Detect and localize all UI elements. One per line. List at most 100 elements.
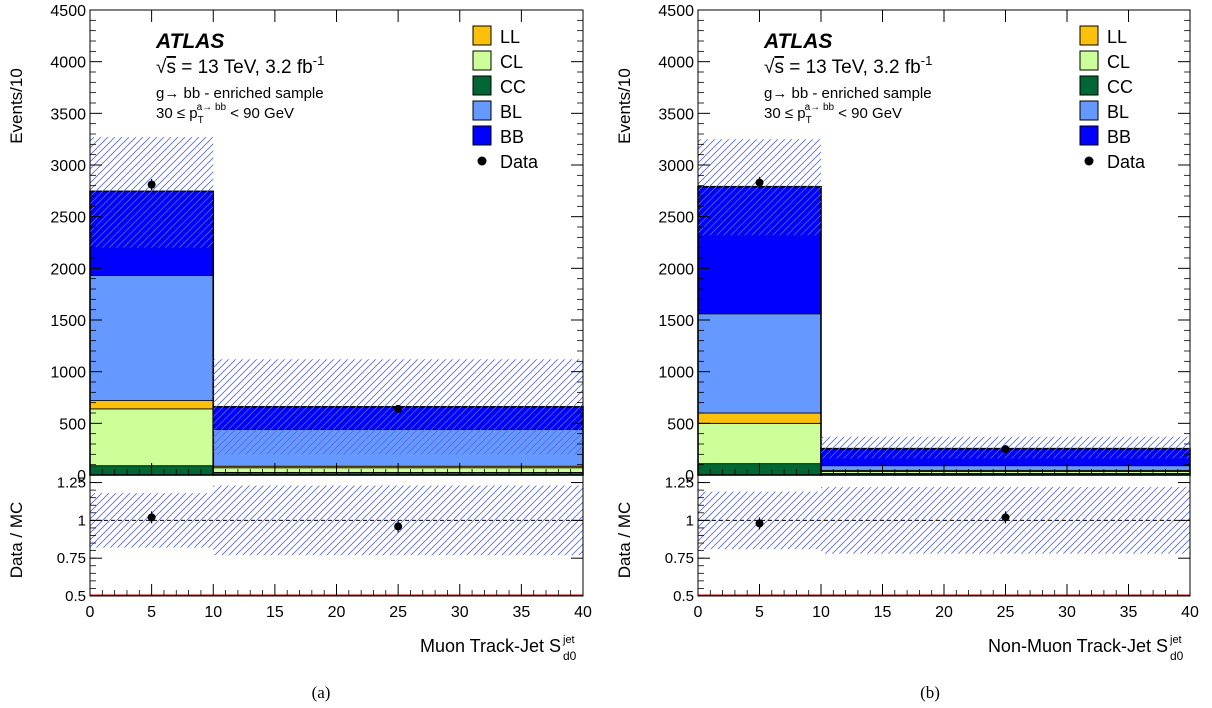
pt-cut-label: 30 ≤ pTa→ bb < 90 GeV bbox=[764, 102, 902, 126]
y-axis-label: Events/10 bbox=[615, 68, 634, 144]
ratio-y-tick-label: 0.5 bbox=[65, 588, 86, 605]
data-point bbox=[1001, 445, 1010, 454]
ratio-point bbox=[147, 513, 156, 522]
legend-label-bb: BB bbox=[1107, 127, 1131, 147]
y-tick-label: 2500 bbox=[50, 210, 86, 227]
x-tick-label: 20 bbox=[328, 604, 346, 621]
y-axis-label: Events/10 bbox=[7, 68, 26, 144]
caption-b: (b) bbox=[920, 683, 940, 702]
x-axis-label: Non-Muon Track-Jet S bbox=[988, 636, 1168, 656]
x-tick-label: 15 bbox=[874, 604, 892, 621]
legend-swatch-bb bbox=[472, 125, 492, 146]
y-tick-label: 1500 bbox=[50, 313, 86, 330]
y-tick-label: 4000 bbox=[50, 55, 86, 72]
legend-swatch-cc bbox=[472, 75, 492, 96]
bar-cl-bin-1 bbox=[89, 408, 214, 467]
bar-ll-bin-1 bbox=[89, 400, 214, 410]
x-tick-label: 0 bbox=[694, 604, 703, 621]
x-tick-label: 5 bbox=[755, 604, 764, 621]
legend-label-cl: CL bbox=[1107, 52, 1130, 72]
x-tick-label: 35 bbox=[512, 604, 530, 621]
legend-swatch-ll bbox=[472, 25, 492, 46]
legend-label-bl: BL bbox=[1107, 102, 1129, 122]
x-tick-label: 30 bbox=[451, 604, 469, 621]
ratio-y-tick-label: 1 bbox=[78, 512, 86, 529]
x-tick-label: 20 bbox=[935, 604, 953, 621]
sample-label: g→ bb - enriched sample bbox=[764, 85, 932, 102]
y-tick-label: 500 bbox=[59, 416, 86, 433]
x-tick-label: 0 bbox=[86, 604, 95, 621]
x-axis-label-subscript: d0 bbox=[1170, 649, 1184, 663]
atlas-label: ATLAS bbox=[155, 30, 224, 53]
legend-label-data: Data bbox=[1107, 152, 1146, 172]
y-tick-label: 1000 bbox=[50, 365, 86, 382]
legend-swatch-cc bbox=[1079, 75, 1099, 96]
legend-marker-data bbox=[477, 156, 487, 166]
legend-label-ll: LL bbox=[500, 27, 520, 47]
legend-label-bl: BL bbox=[500, 102, 522, 122]
y-tick-label: 3500 bbox=[50, 106, 86, 123]
x-axis-label: Muon Track-Jet S bbox=[420, 636, 561, 656]
y-tick-label: 4500 bbox=[50, 3, 86, 20]
bar-cl-bin-1 bbox=[697, 422, 822, 465]
x-tick-label: 10 bbox=[204, 604, 222, 621]
legend-label-cc: CC bbox=[500, 77, 526, 97]
legend-label-cl: CL bbox=[500, 52, 523, 72]
x-axis-label-subscript: d0 bbox=[563, 649, 577, 663]
y-tick-label: 0 bbox=[77, 468, 86, 485]
y-tick-label: 2500 bbox=[658, 210, 694, 227]
data-point bbox=[755, 178, 764, 187]
caption-a: (a) bbox=[312, 683, 331, 702]
legend-swatch-cl bbox=[1079, 50, 1099, 71]
legend-marker-data bbox=[1084, 156, 1094, 166]
x-axis-label-superscript: jet bbox=[1169, 634, 1182, 646]
ratio-y-tick-label: 1 bbox=[686, 512, 694, 529]
y-tick-label: 3000 bbox=[658, 158, 694, 175]
y-tick-label: 0 bbox=[685, 468, 694, 485]
x-tick-label: 10 bbox=[812, 604, 830, 621]
legend-label-cc: CC bbox=[1107, 77, 1133, 97]
x-tick-label: 25 bbox=[997, 604, 1015, 621]
panel-a-muon-track-jet: 0 500 1000 1500 2000 2500 3000 3500 4000 4500 Even… bbox=[7, 3, 592, 663]
ratio-y-tick-label: 0.75 bbox=[57, 550, 86, 567]
x-tick-label: 30 bbox=[1058, 604, 1076, 621]
y-tick-label: 1500 bbox=[658, 313, 694, 330]
x-tick-label: 35 bbox=[1120, 604, 1138, 621]
panel-b-non-muon-track-jet: 0 500 1000 1500 2000 2500 3000 3500 4000 4500 Even… bbox=[615, 3, 1199, 663]
y-tick-label: 2000 bbox=[50, 261, 86, 278]
x-axis-label-superscript: jet bbox=[562, 634, 575, 646]
x-tick-label: 40 bbox=[574, 604, 592, 621]
atlas-label: ATLAS bbox=[763, 30, 832, 53]
legend-swatch-ll bbox=[1079, 25, 1099, 46]
energy-label: √s = 13 TeV, 3.2 fb-1 bbox=[764, 53, 932, 78]
legend-label-bb: BB bbox=[500, 127, 524, 147]
bar-bl-bin-1 bbox=[89, 275, 214, 402]
x-tick-label: 15 bbox=[266, 604, 284, 621]
x-tick-label: 5 bbox=[147, 604, 156, 621]
y-tick-label: 4500 bbox=[658, 3, 694, 20]
data-point bbox=[394, 404, 403, 413]
mc-uncertainty-band-bin-1 bbox=[90, 137, 214, 248]
ratio-y-tick-label: 1.25 bbox=[57, 475, 86, 492]
bar-bl-bin-1 bbox=[697, 313, 822, 414]
pt-cut-label: 30 ≤ pTa→ bb < 90 GeV bbox=[156, 102, 294, 126]
y-tick-label: 500 bbox=[667, 416, 694, 433]
x-tick-label: 40 bbox=[1181, 604, 1199, 621]
energy-label: √s = 13 TeV, 3.2 fb-1 bbox=[156, 53, 324, 78]
legend-swatch-bl bbox=[472, 100, 492, 121]
y-tick-label: 3500 bbox=[658, 106, 694, 123]
ratio-y-tick-label: 0.75 bbox=[665, 550, 694, 567]
ratio-point bbox=[394, 522, 403, 531]
ratio-y-tick-label: 1.25 bbox=[665, 475, 694, 492]
legend-label-data: Data bbox=[500, 152, 539, 172]
legend-swatch-bb bbox=[1079, 125, 1099, 146]
y-tick-label: 4000 bbox=[658, 55, 694, 72]
ratio-point bbox=[1001, 513, 1010, 522]
y-tick-label: 1000 bbox=[658, 365, 694, 382]
data-point bbox=[147, 180, 156, 189]
ratio-y-tick-label: 0.5 bbox=[673, 588, 694, 605]
sample-label: g→ bb - enriched sample bbox=[156, 85, 324, 102]
legend-label-ll: LL bbox=[1107, 27, 1127, 47]
bar-ll-bin-1 bbox=[697, 412, 822, 424]
